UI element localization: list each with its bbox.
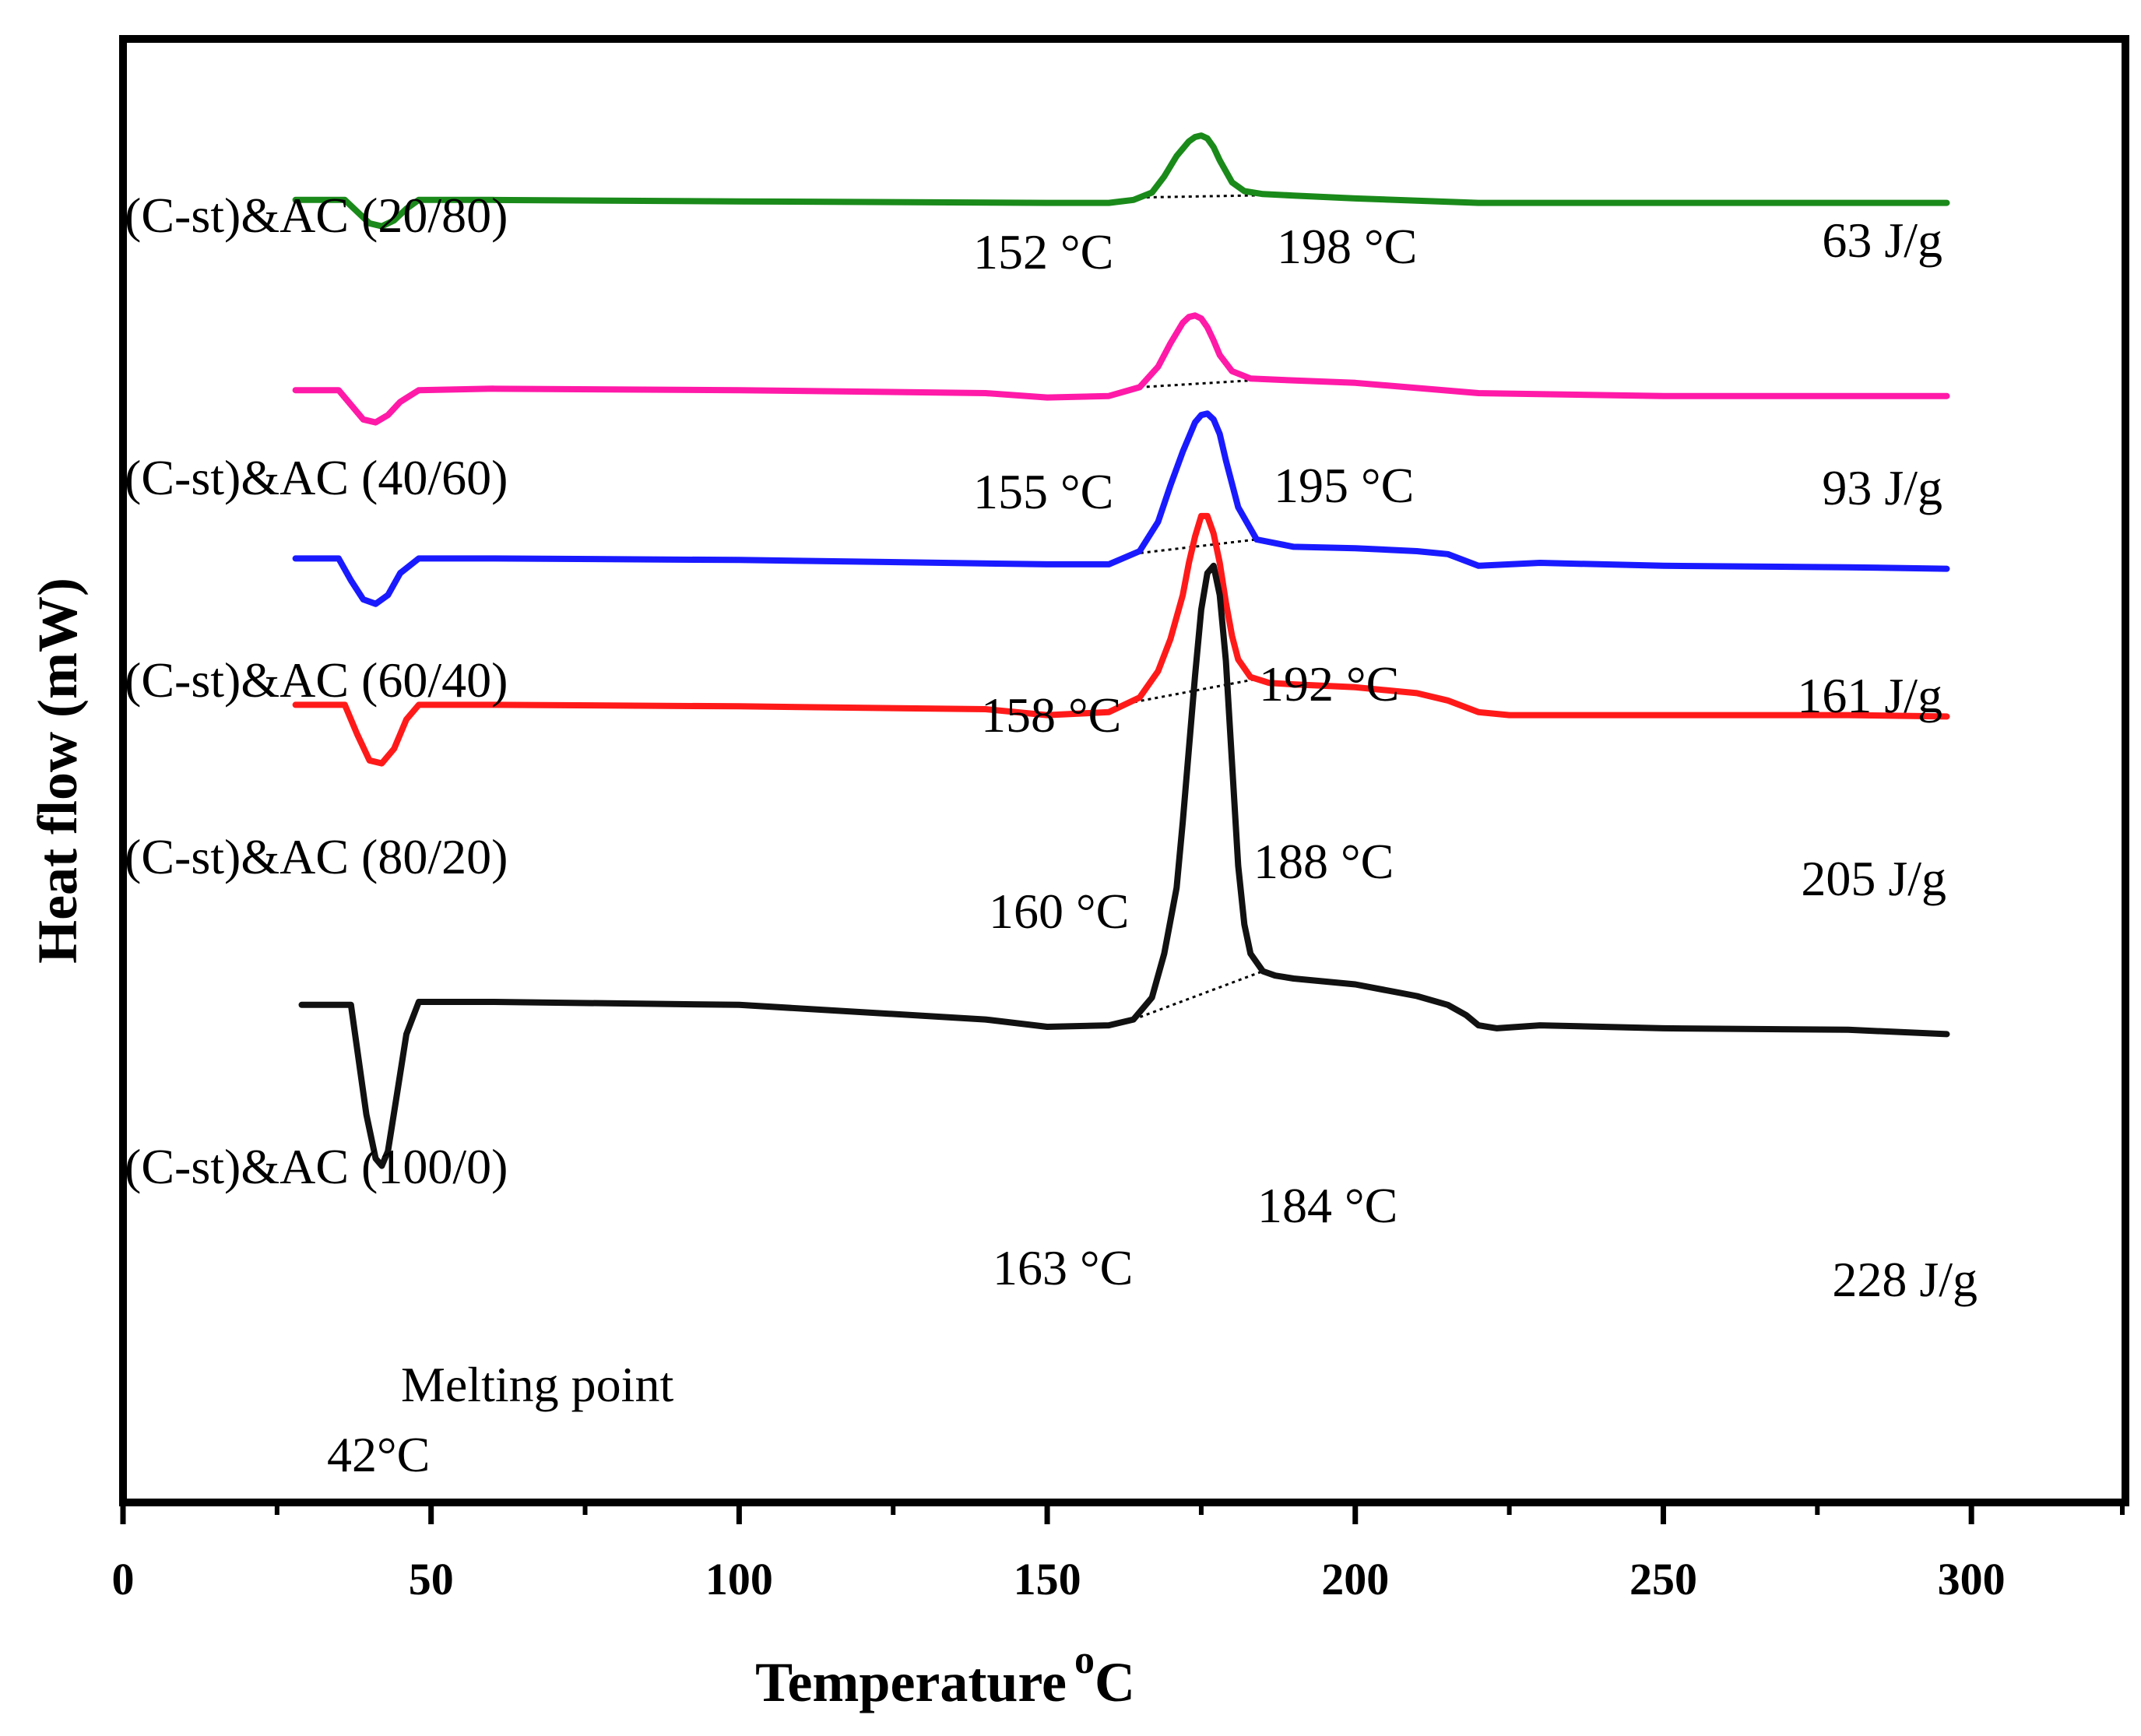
onset-temperature-label: 160 °C: [989, 884, 1129, 939]
peak-baseline: [1139, 193, 1281, 199]
series-line: [292, 132, 1950, 230]
series-lines: [292, 132, 1950, 1169]
endset-temperature-label: 198 °C: [1277, 219, 1417, 274]
enthalpy-label: 161 J/g: [1797, 668, 1942, 723]
onset-temperature-label: 158 °C: [981, 687, 1121, 743]
x-axis-unit-c: C: [1095, 1651, 1135, 1713]
enthalpy-label: 63 J/g: [1822, 213, 1942, 268]
x-tick-label: 100: [705, 1554, 773, 1604]
series-line: [292, 410, 1950, 607]
y-axis-title: Heat flow (mW): [26, 578, 89, 964]
series-line: [292, 312, 1950, 426]
x-axis-title: Temperature oC: [755, 1638, 1135, 1713]
enthalpy-label: 205 J/g: [1801, 851, 1946, 906]
onset-temperature-label: 152 °C: [973, 224, 1113, 279]
series-label: (C-st)&AC (20/80): [125, 188, 508, 243]
series-label: (C-st)&AC (40/60): [125, 450, 508, 505]
endset-temperature-label: 188 °C: [1253, 834, 1394, 889]
enthalpy-label: 93 J/g: [1822, 460, 1942, 515]
enthalpy-label: 228 J/g: [1832, 1252, 1978, 1307]
series-label: (C-st)&AC (60/40): [125, 652, 508, 708]
onset-temperature-label: 163 °C: [993, 1240, 1133, 1295]
series-line: [292, 512, 1950, 767]
series-label: (C-st)&AC (80/20): [125, 829, 508, 884]
x-tick-label: 50: [409, 1554, 454, 1604]
x-axis-title-unit: oC: [1074, 1638, 1135, 1713]
melting-point-value: 42°C: [327, 1427, 430, 1482]
x-tick-label: 250: [1629, 1554, 1697, 1604]
series-label: (C-st)&AC (100/0): [125, 1139, 508, 1194]
melting-point-label: Melting point: [401, 1357, 673, 1412]
endset-temperature-label: 184 °C: [1257, 1178, 1397, 1233]
x-tick-label: 200: [1321, 1554, 1389, 1604]
series-line: [298, 562, 1950, 1169]
x-axis-unit-degree: o: [1074, 1638, 1095, 1682]
x-tick-label: 150: [1014, 1554, 1081, 1604]
annotations: (C-st)&AC (20/80) 152 °C 198 °C 63 J/g (C-st…: [125, 188, 1978, 1482]
x-tick-label: 0: [112, 1554, 135, 1604]
x-axis-title-text: Temperature: [755, 1651, 1067, 1713]
onset-temperature-label: 155 °C: [973, 464, 1113, 519]
endset-temperature-label: 195 °C: [1274, 458, 1414, 513]
x-axis-ticks: 0 50 100 150 200 250 300: [112, 1502, 2125, 1604]
endset-temperature-label: 192 °C: [1259, 656, 1399, 712]
x-tick-label: 300: [1938, 1554, 2006, 1604]
peak-baseline: [1139, 378, 1270, 388]
peak-baseline: [1133, 970, 1264, 1021]
plot-frame: [119, 35, 2129, 1506]
